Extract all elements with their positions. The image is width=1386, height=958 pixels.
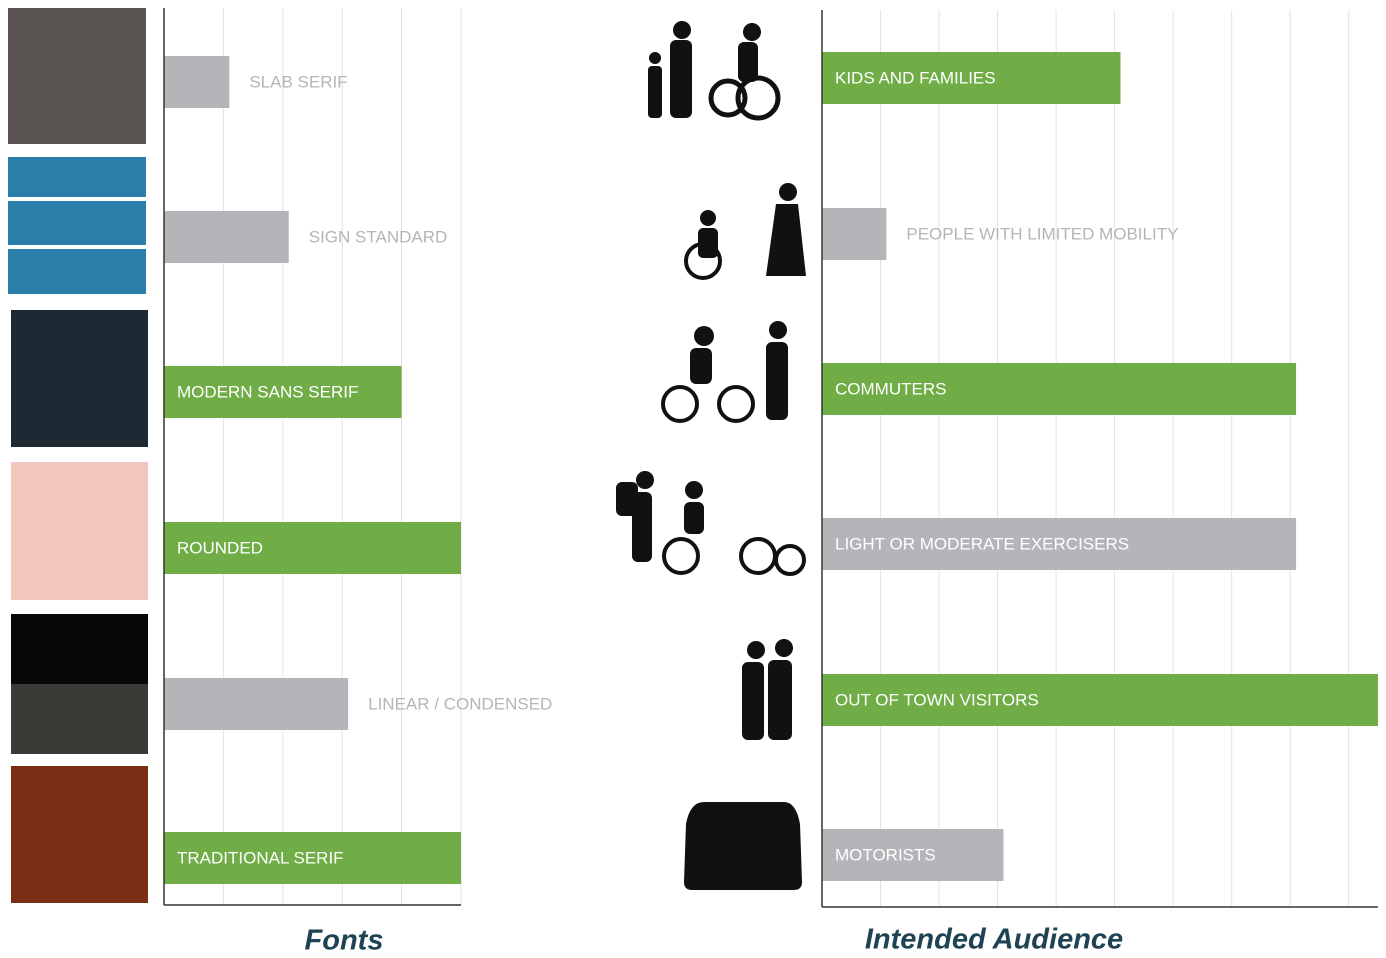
bar-label: SLAB SERIF: [249, 72, 347, 91]
bar: [822, 52, 1121, 104]
audience-icons: [616, 21, 806, 890]
bar: [164, 832, 461, 884]
bar-label: LIGHT OR MODERATE EXERCISERS: [835, 534, 1129, 553]
bar: [164, 678, 349, 730]
photo: [11, 462, 148, 600]
bar: [164, 366, 402, 418]
bar-label: ROUNDED: [177, 538, 263, 557]
photo: [8, 8, 146, 144]
bar: [164, 211, 289, 263]
bar: [822, 829, 1004, 881]
bar-label: COMMUTERS: [835, 379, 946, 398]
bar-label: MODERN SANS SERIF: [177, 382, 358, 401]
chart-title: Fonts: [305, 925, 384, 957]
bar: [822, 363, 1297, 415]
bar-label: PEOPLE WITH LIMITED MOBILITY: [906, 224, 1178, 243]
chart-title: Intended Audience: [865, 924, 1123, 956]
bar-label: TRADITIONAL SERIF: [177, 848, 344, 867]
bar: [822, 674, 1378, 726]
font-photos: [8, 8, 148, 903]
bar-label: SIGN STANDARD: [309, 227, 448, 246]
bar: [164, 56, 230, 108]
photo: [11, 766, 148, 903]
photo: [11, 310, 148, 447]
bar-label: LINEAR / CONDENSED: [368, 694, 552, 713]
photo: [11, 684, 148, 754]
photo: [8, 201, 146, 245]
bar: [822, 518, 1297, 570]
bar: [822, 208, 887, 260]
bar-label: OUT OF TOWN VISITORS: [835, 690, 1039, 709]
bar-label: KIDS AND FAMILIES: [835, 68, 996, 87]
photo: [8, 157, 146, 197]
photo: [11, 614, 148, 684]
photo: [8, 249, 146, 294]
bar: [164, 522, 461, 574]
bar-label: MOTORISTS: [835, 845, 936, 864]
